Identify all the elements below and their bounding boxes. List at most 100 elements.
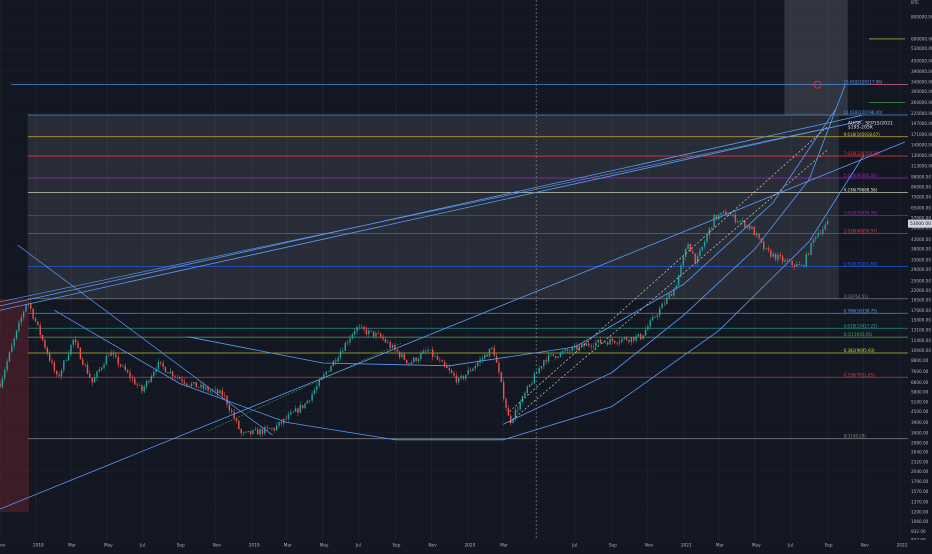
candle-body: [384, 339, 387, 343]
price-tick-label: 1370.00: [911, 500, 929, 505]
candle-body: [273, 428, 275, 431]
price-tick-label: 43000.00: [911, 237, 931, 242]
candle-body: [812, 239, 815, 243]
candle-body: [379, 333, 382, 337]
fib-level-label: 3.618(59034.76): [844, 210, 878, 215]
candle-body: [415, 357, 417, 362]
candle-body: [562, 351, 564, 353]
candle-body: [696, 256, 699, 263]
price-tick-label: 5800.00: [911, 390, 929, 395]
candle-body: [96, 371, 98, 378]
candle-body: [195, 382, 197, 388]
candle-body: [361, 326, 363, 328]
price-tick-label: 4500.00: [911, 409, 929, 414]
candle-body: [564, 349, 566, 352]
candle-body: [327, 371, 330, 372]
candle-body: [819, 233, 822, 234]
candle-body: [389, 342, 391, 348]
candle-body: [188, 385, 190, 387]
dashed-green-trend: [208, 343, 401, 431]
candle-body: [448, 368, 450, 371]
price-tick-label: 29000.00: [911, 267, 931, 272]
candle-body: [209, 390, 212, 392]
candle-body: [247, 430, 249, 432]
candle-body: [573, 345, 576, 348]
fib-extension-levels: 15.618(329117.96) 11.618(220798.40) 9.618(…: [11, 38, 932, 440]
candle-body: [103, 364, 105, 368]
current-price-tag: [908, 219, 932, 228]
candle-body: [309, 400, 311, 402]
candle-body: [200, 384, 202, 388]
candle-body: [148, 380, 150, 382]
candle-body: [77, 342, 79, 348]
candle-body: [387, 342, 389, 343]
price-tick-label: 1790.00: [911, 479, 929, 484]
candle-body: [292, 411, 294, 413]
candle-body: [316, 385, 318, 391]
candle-body: [450, 370, 453, 373]
time-axis[interactable]: Nov 2018 Mar May Jul Sep Nov 2019 Mar May Jul Sep No…: [0, 540, 932, 550]
candle-body: [434, 356, 436, 357]
candle-body: [4, 370, 6, 379]
price-tick-label: 19500.00: [911, 297, 931, 302]
candle-body: [337, 357, 339, 362]
candle-body: [406, 359, 408, 364]
candle-body: [11, 345, 13, 353]
candle-body: [767, 248, 770, 251]
candle-body: [100, 367, 103, 370]
price-axis[interactable]: BTC 800000.00 600000.00 530000.00 450000.00 3…: [908, 0, 932, 550]
candle-body: [20, 317, 22, 323]
candle-body: [770, 250, 772, 257]
candle-body: [460, 375, 462, 378]
time-tick-label: Nov: [0, 543, 6, 548]
candle-body: [528, 384, 531, 387]
candle-body: [403, 354, 406, 360]
candle-body: [143, 386, 145, 392]
price-tick-label: 1200.00: [911, 510, 929, 515]
currency-label: BTC: [911, 0, 919, 5]
candle-body: [141, 385, 143, 392]
candle-body: [826, 221, 829, 225]
fib-level-label: 4.236(79688.56): [844, 188, 878, 193]
candle-body: [618, 341, 621, 344]
candle-body: [424, 351, 427, 352]
candle-body: [171, 371, 174, 377]
current-price-label: 53000.00: [910, 221, 931, 227]
time-tick-label: 2020: [465, 543, 476, 548]
target-time-zone: [784, 0, 848, 116]
candle-body: [692, 251, 694, 254]
candle-body: [729, 215, 732, 216]
price-tick-label: 65000.00: [911, 206, 931, 211]
candle-body: [552, 354, 555, 356]
candle-body: [597, 339, 599, 343]
price-tick-label: 5100.00: [911, 399, 929, 404]
candle-body: [703, 241, 706, 247]
candle-body: [339, 351, 342, 358]
candle-body: [89, 373, 91, 378]
time-tick-label: 2019: [249, 543, 260, 548]
candle-body: [344, 342, 346, 351]
trendline-upper-3: [0, 124, 846, 303]
candle-body: [183, 381, 186, 384]
candle-body: [628, 339, 630, 342]
candle-body: [167, 372, 169, 374]
candle-body: [330, 366, 332, 372]
candle-body: [257, 429, 259, 435]
price-tick-label: 13100.00: [911, 328, 931, 333]
candle-body: [186, 383, 188, 386]
candle-body: [202, 384, 205, 389]
candle-body: [56, 371, 58, 375]
candle-body: [162, 363, 164, 368]
candle-body: [235, 418, 238, 421]
candle-body: [725, 211, 727, 216]
fib-level-label: 11.618(220798.40): [844, 110, 883, 115]
price-tick-label: 8800.00: [911, 358, 929, 363]
candle-body: [708, 228, 711, 236]
candle-body: [394, 345, 396, 350]
candle-body: [800, 264, 803, 266]
candle-body: [481, 358, 484, 360]
candle-body: [266, 427, 268, 429]
candle-body: [635, 336, 637, 341]
